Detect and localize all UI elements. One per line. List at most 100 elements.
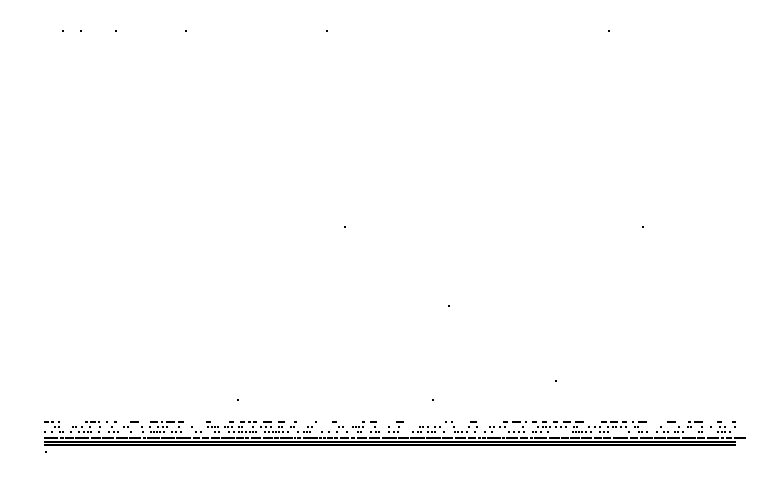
dot-band-row-3 xyxy=(420,431,422,433)
dot-band-row-2 xyxy=(281,426,283,428)
dot-band-row-2 xyxy=(358,426,360,428)
scatter-dot xyxy=(432,399,434,401)
dot-band-row-3 xyxy=(729,431,731,433)
dot-band-row-1 xyxy=(688,421,691,423)
dot-band-row-3 xyxy=(540,431,542,433)
dot-band-row-3 xyxy=(393,431,395,433)
dot-band-row-4 xyxy=(506,437,518,439)
dot-band-row-3 xyxy=(427,431,429,433)
dot-band-row-3 xyxy=(717,431,719,433)
dot-band-row-1 xyxy=(278,421,285,423)
dot-band-row-1 xyxy=(632,421,634,423)
dot-band-row-3 xyxy=(282,431,284,433)
dot-band-row-3 xyxy=(150,431,152,433)
dot-band-row-3 xyxy=(412,431,414,433)
dot-band-row-3 xyxy=(370,431,372,433)
scatter-dot xyxy=(45,451,47,453)
dot-band-row-2 xyxy=(734,426,736,428)
scatter-dot xyxy=(448,305,450,307)
dot-band-row-2 xyxy=(545,426,547,428)
dot-band-row-2 xyxy=(374,426,376,428)
dot-band-row-3 xyxy=(130,431,132,433)
dot-band-row-2 xyxy=(555,426,557,428)
dot-band-row-2 xyxy=(166,426,168,428)
dot-band-row-4 xyxy=(530,437,533,439)
dot-band-row-3 xyxy=(214,431,216,433)
dot-band-row-2 xyxy=(719,426,721,428)
dot-band-row-4 xyxy=(60,437,64,439)
dot-band-row-4 xyxy=(211,437,220,439)
dot-band-row-4 xyxy=(116,437,128,439)
dot-band-row-4 xyxy=(603,437,611,439)
dot-band-row-2 xyxy=(278,426,280,428)
dot-band-row-3 xyxy=(252,431,254,433)
dot-band-row-2 xyxy=(439,426,441,428)
dot-band-row-1 xyxy=(445,421,447,423)
dot-band-row-4 xyxy=(682,437,696,439)
dot-band-row-4 xyxy=(129,437,141,439)
dot-band-row-3 xyxy=(321,431,323,433)
dot-band-row-4 xyxy=(340,437,349,439)
dot-band-row-4 xyxy=(630,437,638,439)
dot-band-row-1 xyxy=(98,421,100,423)
dot-band-row-3 xyxy=(656,431,658,433)
dot-band-row-2 xyxy=(468,426,470,428)
dot-band-row-2 xyxy=(710,426,712,428)
dot-band-row-4 xyxy=(697,437,705,439)
dot-band-row-3 xyxy=(272,431,274,433)
scatter-dot xyxy=(115,30,117,32)
dot-band-row-1 xyxy=(206,421,211,423)
dot-band-row-2 xyxy=(214,426,216,428)
dot-band-row-3 xyxy=(532,431,534,433)
dot-band-row-3 xyxy=(228,431,230,433)
dot-band-row-3 xyxy=(195,431,197,433)
dot-band-row-2 xyxy=(434,426,436,428)
dot-band-row-2 xyxy=(476,426,478,428)
dot-band-row-4 xyxy=(263,437,273,439)
dot-band-row-1 xyxy=(575,421,584,423)
dot-band-row-1 xyxy=(90,421,96,423)
dot-band-row-2 xyxy=(178,426,180,428)
dot-band-row-4 xyxy=(382,437,397,439)
dot-band-row-2 xyxy=(678,426,680,428)
dot-band-row-3 xyxy=(523,431,525,433)
dot-band-row-2 xyxy=(549,426,551,428)
dot-band-row-2 xyxy=(81,426,83,428)
dot-band-row-4 xyxy=(398,437,409,439)
dot-band-row-4 xyxy=(426,437,441,439)
dot-band-row-2 xyxy=(701,426,703,428)
dot-band-row-4 xyxy=(667,437,680,439)
dot-band-row-2 xyxy=(637,426,639,428)
dot-band-row-3 xyxy=(171,431,173,433)
scatter-dot xyxy=(80,30,82,32)
dot-band-row-4 xyxy=(297,437,301,439)
dot-band-row-3 xyxy=(117,431,119,433)
dot-band-row-2 xyxy=(690,426,692,428)
dot-band-row-4 xyxy=(487,437,501,439)
dot-band-row-3 xyxy=(83,431,85,433)
dot-band-row-3 xyxy=(90,431,92,433)
dot-band-row-3 xyxy=(677,431,679,433)
dot-band-row-4 xyxy=(534,437,547,439)
dot-band-row-2 xyxy=(231,426,233,428)
dot-band-row-2 xyxy=(588,426,590,428)
solid-band-line xyxy=(44,444,736,446)
dot-band-row-3 xyxy=(255,431,257,433)
dot-band-row-2 xyxy=(293,426,295,428)
dot-band-row-3 xyxy=(278,431,280,433)
dot-band-row-2 xyxy=(162,426,164,428)
dot-band-row-4 xyxy=(369,437,380,439)
dot-band-row-3 xyxy=(303,431,305,433)
dot-band-row-2 xyxy=(307,426,309,428)
dot-band-row-2 xyxy=(453,426,455,428)
dot-band-row-2 xyxy=(111,426,113,428)
dot-band-row-1 xyxy=(553,421,558,423)
dot-band-row-2 xyxy=(127,426,129,428)
dot-band-row-4 xyxy=(91,437,101,439)
dot-band-row-3 xyxy=(306,431,308,433)
scatter-dot xyxy=(185,30,187,32)
dot-band-row-4 xyxy=(251,437,261,439)
dot-band-row-1 xyxy=(622,421,627,423)
dot-band-row-2 xyxy=(342,426,344,428)
